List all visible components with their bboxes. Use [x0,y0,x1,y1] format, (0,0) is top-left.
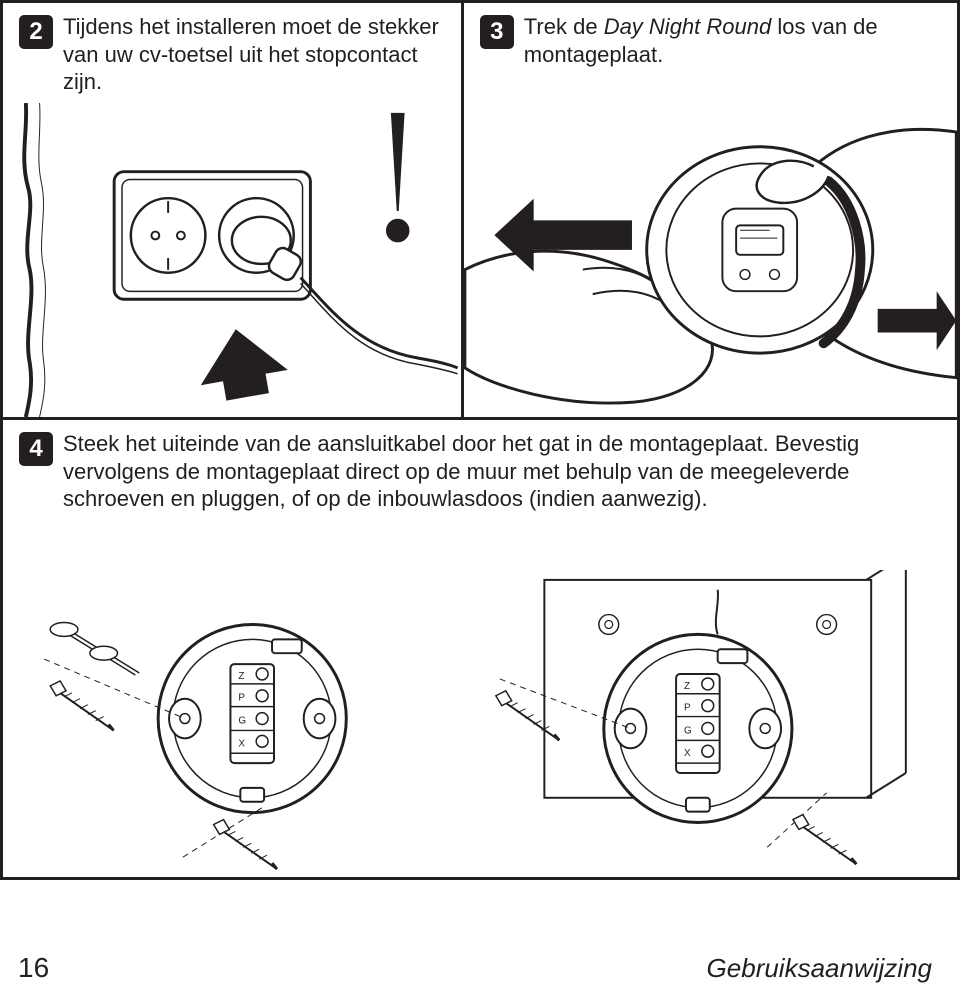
footer-title: Gebruiksaanwijzing [707,953,932,984]
illustration-step-2 [3,103,461,417]
step-text-4: Steek het uiteinde van de aansluitkabel … [63,430,933,513]
top-row: 2 Tijdens het installeren moet de stekke… [0,0,960,420]
step-badge-3: 3 [480,15,514,49]
page-footer: 16 Gebruiksaanwijzing [0,952,960,984]
step-badge-2: 2 [19,15,53,49]
step-text-2: Tijdens het installeren moet de stekker … [63,13,447,96]
page-number: 16 [18,952,49,984]
illustration-step-3 [464,73,957,417]
product-name: Day Night Round [604,14,772,39]
panel-step-4: 4 Steek het uiteinde van de aansluitkabe… [0,420,960,880]
panel-step-2: 2 Tijdens het installeren moet de stekke… [0,0,461,420]
step-3-prefix: Trek de [524,14,604,39]
illustration-step-4: Z P G X [3,570,957,877]
step-badge-4: 4 [19,432,53,466]
step-text-3: Trek de Day Night Round los van de monta… [524,13,943,68]
panel-step-3: 3 Trek de Day Night Round los van de mon… [461,0,960,420]
